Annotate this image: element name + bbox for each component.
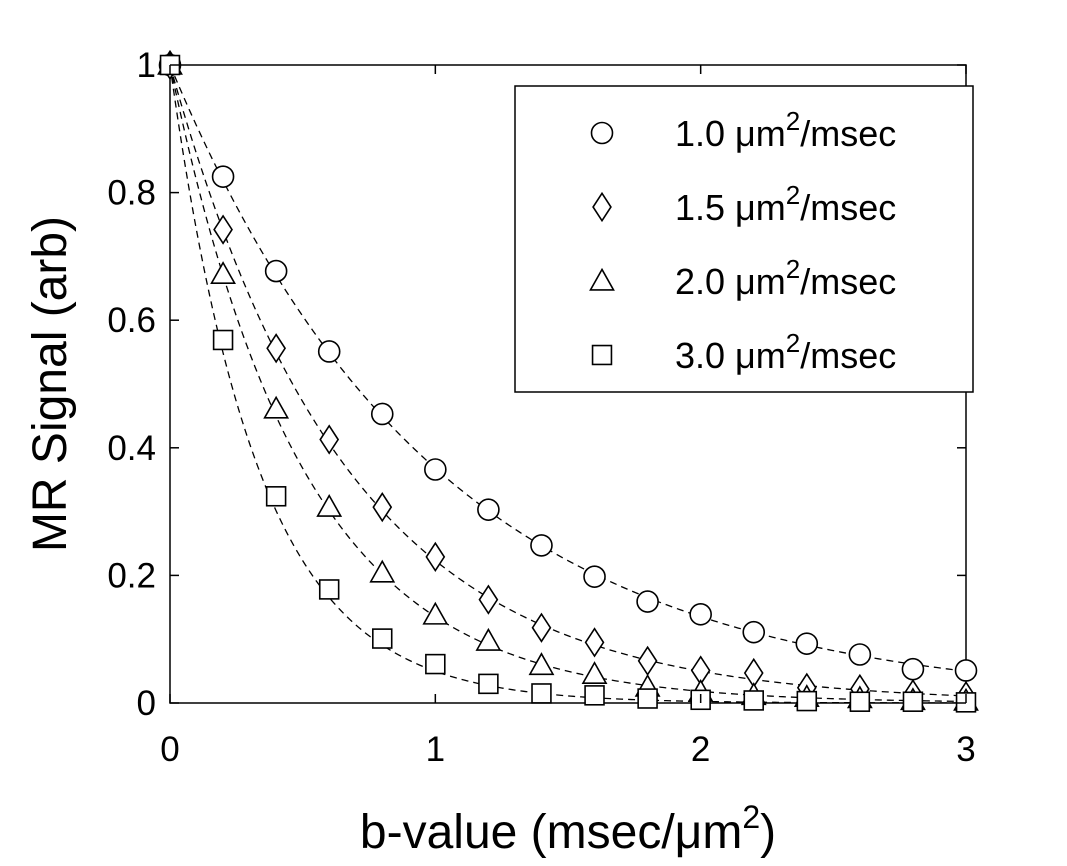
data-point-triangle: [210, 261, 236, 284]
fit-curve: [169, 64, 967, 697]
data-point-triangle: [369, 559, 396, 583]
data-point-circle: [370, 402, 394, 426]
data-point-square: [318, 579, 340, 600]
legend-label: 1.0 μm2/msec: [675, 106, 896, 154]
legend-marker-diamond: [592, 191, 612, 223]
x-axis-title: b-value (msec/μm2): [360, 799, 776, 859]
data-point-circle: [954, 659, 978, 682]
data-point-diamond: [584, 627, 605, 658]
x-tick-label: 3: [956, 730, 975, 769]
data-point-square: [212, 329, 234, 351]
data-point-square: [743, 690, 764, 711]
y-tick-label: 0: [137, 684, 156, 723]
legend-marker-square: [591, 344, 613, 366]
x-tick-label: 0: [160, 730, 179, 769]
data-point-triangle: [528, 652, 555, 676]
data-point-circle: [583, 565, 606, 588]
data-point-circle: [317, 340, 341, 363]
data-point-diamond: [478, 584, 499, 615]
data-point-square: [584, 685, 605, 706]
legend-label: 3.0 μm2/msec: [675, 328, 896, 376]
fit-curves: [169, 64, 967, 704]
data-point-diamond: [425, 541, 446, 573]
y-tick-label: 0.2: [107, 556, 156, 595]
data-point-circle: [742, 620, 766, 644]
data-point-square: [849, 691, 871, 712]
x-tick-label: 1: [426, 730, 445, 769]
data-point-square: [796, 690, 818, 712]
legend-marker-triangle: [589, 267, 615, 291]
data-point-triangle: [422, 601, 449, 625]
data-point-square: [531, 683, 552, 704]
data-point-diamond: [266, 333, 287, 364]
fit-curve: [169, 64, 967, 703]
data-point-circle: [477, 498, 500, 521]
data-point-triangle: [316, 493, 343, 517]
data-point-circle: [424, 458, 447, 481]
data-point-square: [902, 691, 924, 712]
data-point-diamond: [637, 645, 658, 677]
legend-label: 2.0 μm2/msec: [675, 254, 896, 302]
x-tick-label: 2: [691, 730, 710, 769]
data-point-circle: [795, 632, 819, 655]
fit-curve: [169, 64, 966, 704]
legend: 1.0 μm2/msec 1.5 μm2/msec 2.0 μm2/msec 3.0 …: [514, 85, 974, 393]
data-point-square: [265, 486, 287, 507]
data-point-circle: [211, 165, 235, 188]
y-tick-label: 1: [137, 46, 156, 85]
axis-ticks: 0 1 2 3 0 0.2 0.4 0.6 0.8 1: [107, 46, 975, 769]
data-point-diamond: [213, 214, 233, 245]
data-point-circle: [848, 643, 872, 666]
data-point-circle: [530, 534, 553, 557]
fit-curve: [169, 64, 967, 672]
data-point-square: [372, 628, 393, 649]
y-axis-title: MR Signal (arb): [24, 216, 77, 552]
y-tick-label: 0.4: [107, 429, 156, 468]
data-point-diamond: [372, 492, 393, 523]
data-point-square: [478, 673, 499, 695]
data-point-diamond: [319, 424, 340, 455]
legend-label: 1.5 μm2/msec: [675, 180, 896, 228]
data-point-diamond: [531, 612, 552, 643]
data-point-triangle: [263, 395, 290, 419]
legend-marker-circle: [590, 121, 614, 145]
data-point-circle: [901, 657, 925, 681]
data-point-triangle: [475, 627, 502, 651]
data-point-circle: [264, 259, 288, 283]
data-point-triangle: [581, 661, 608, 685]
legend-box: [514, 85, 974, 393]
data-point-square: [425, 653, 446, 675]
data-point-circle: [689, 603, 712, 626]
y-tick-label: 0.6: [107, 301, 156, 340]
data-point-square: [637, 688, 658, 709]
y-tick-label: 0.8: [107, 174, 156, 213]
data-point-circle: [636, 590, 659, 613]
